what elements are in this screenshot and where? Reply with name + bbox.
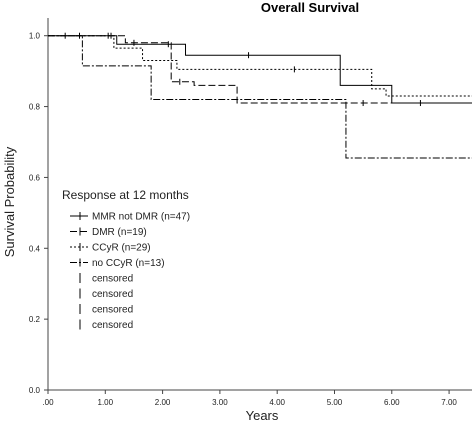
x-tick-label: 6.00: [384, 398, 400, 407]
legend-censored-label: censored: [92, 289, 133, 300]
survival-curve-dotted: [48, 35, 472, 97]
legend-censored-label: censored: [92, 320, 133, 331]
y-tick-label: 1.0: [29, 32, 41, 41]
survival-curve-dashdot: [48, 35, 472, 159]
x-tick-label: 1.00: [98, 398, 114, 407]
x-tick-label: 4.00: [269, 398, 285, 407]
x-tick-label: .00: [42, 398, 54, 407]
y-tick-label: 0.0: [29, 386, 41, 395]
chart-title: Overall Survival: [261, 0, 359, 15]
legend-censored-label: censored: [92, 274, 133, 285]
legend-entry-label: MMR not DMR (n=47): [92, 212, 190, 223]
legend-entry-label: no CCyR (n=13): [92, 258, 165, 269]
x-tick-label: 2.00: [155, 398, 171, 407]
y-tick-label: 0.6: [29, 173, 41, 182]
axis-ticks: .00 1.00 2.00 3.00 4.00 5.00 6.00 7.00 0.0 0.2 0.4…: [29, 32, 458, 407]
y-tick-label: 0.4: [29, 244, 41, 253]
survival-curves: [48, 32, 472, 159]
legend: Response at 12 months MMR not DMR (n=47)…: [62, 188, 190, 331]
x-tick-label: 5.00: [327, 398, 343, 407]
survival-curve-dashed: [48, 35, 472, 104]
x-axis-label: Years: [246, 408, 279, 423]
y-tick-label: 0.8: [29, 103, 41, 112]
legend-entry-label: DMR (n=19): [92, 227, 147, 238]
y-axis-label: Survival Probability: [2, 146, 17, 257]
legend-censored-label: censored: [92, 305, 133, 316]
legend-title: Response at 12 months: [62, 188, 189, 202]
legend-entry-label: CCyR (n=29): [92, 243, 151, 254]
x-tick-label: 7.00: [441, 398, 457, 407]
survival-curve-solid: [48, 35, 472, 104]
x-tick-label: 3.00: [212, 398, 228, 407]
y-tick-label: 0.2: [29, 315, 41, 324]
